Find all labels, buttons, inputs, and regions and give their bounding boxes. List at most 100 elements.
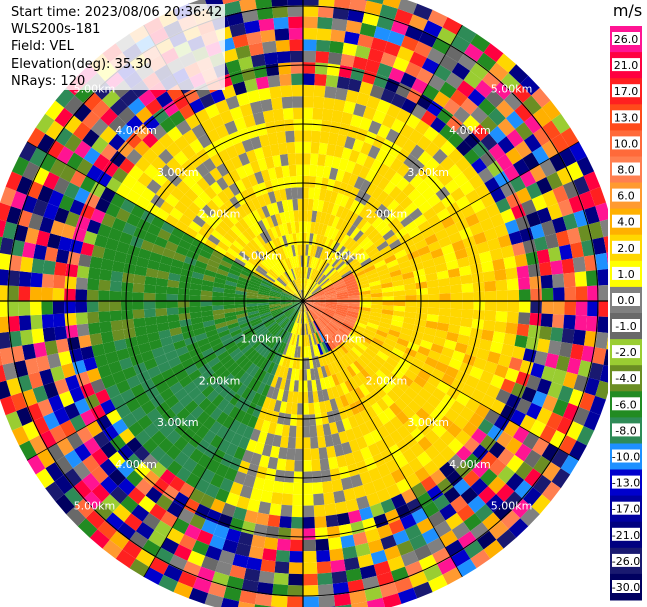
velocity-gate — [455, 461, 472, 479]
velocity-gate — [117, 106, 136, 124]
velocity-gate — [281, 304, 293, 310]
velocity-gate — [303, 27, 318, 40]
range-ring-label: 4.00km — [449, 124, 491, 137]
velocity-gate — [323, 285, 335, 292]
velocity-gate — [200, 305, 213, 312]
velocity-gate — [447, 324, 461, 335]
velocity-gate — [484, 301, 497, 312]
velocity-gate — [494, 321, 507, 333]
velocity-gate — [359, 409, 372, 423]
velocity-gate — [277, 276, 287, 286]
velocity-gate — [353, 485, 367, 499]
velocity-gate — [308, 322, 314, 334]
velocity-gate — [404, 61, 422, 78]
velocity-gate — [263, 318, 275, 326]
velocity-gate — [380, 313, 393, 320]
velocity-gate — [295, 292, 303, 301]
velocity-gate — [286, 367, 293, 380]
velocity-gate — [274, 280, 285, 289]
velocity-gate — [41, 314, 54, 329]
velocity-gate — [129, 353, 144, 367]
velocity-gate — [332, 582, 350, 596]
velocity-gate — [303, 482, 314, 495]
velocity-gate — [98, 290, 110, 301]
velocity-gate — [270, 308, 282, 314]
velocity-gate — [434, 262, 448, 273]
velocity-gate — [367, 48, 384, 63]
velocity-gate — [234, 297, 247, 301]
velocity-gate — [333, 333, 344, 344]
velocity-gate — [360, 221, 372, 234]
velocity-gate — [497, 136, 515, 154]
velocity-gate — [285, 246, 292, 258]
velocity-gate — [310, 436, 319, 449]
velocity-gate — [316, 39, 331, 52]
velocity-gate — [284, 286, 295, 295]
velocity-gate — [313, 320, 321, 332]
velocity-gate — [303, 289, 306, 301]
velocity-gate — [503, 256, 517, 269]
velocity-gate — [587, 301, 599, 317]
velocity-gate — [242, 215, 254, 228]
velocity-gate — [347, 78, 362, 93]
velocity-gate — [407, 188, 422, 202]
velocity-gate — [303, 448, 312, 461]
colorbar-tick-label: 26.0 — [614, 33, 639, 46]
velocity-gate — [285, 402, 293, 415]
velocity-gate — [295, 301, 303, 311]
velocity-gate — [155, 186, 171, 201]
velocity-gate — [83, 437, 101, 455]
velocity-gate — [191, 271, 205, 280]
velocity-gate — [325, 293, 337, 298]
velocity-gate — [63, 114, 82, 134]
velocity-gate — [212, 301, 224, 306]
velocity-gate — [285, 459, 295, 472]
velocity-gate — [280, 303, 292, 307]
velocity-gate — [53, 313, 66, 328]
velocity-gate — [303, 292, 311, 301]
velocity-gate — [327, 214, 336, 227]
velocity-gate — [214, 277, 227, 285]
velocity-gate — [588, 362, 604, 381]
velocity-gate — [278, 317, 288, 327]
velocity-gate — [181, 442, 196, 458]
velocity-gate — [264, 409, 274, 422]
velocity-gate — [274, 423, 284, 436]
velocity-gate — [440, 140, 456, 157]
velocity-gate — [146, 408, 162, 423]
velocity-gate — [251, 379, 262, 393]
velocity-gate — [550, 327, 564, 342]
velocity-gate — [303, 551, 317, 563]
velocity-gate — [340, 382, 350, 395]
velocity-gate — [406, 341, 420, 352]
velocity-gate — [304, 312, 308, 324]
velocity-gate — [280, 297, 292, 300]
velocity-gate — [457, 52, 477, 71]
velocity-gate — [396, 410, 410, 425]
velocity-gate — [155, 380, 170, 394]
velocity-gate — [367, 247, 380, 258]
velocity-gate — [504, 367, 520, 383]
velocity-gate — [300, 312, 303, 324]
velocity-gate — [423, 460, 440, 476]
velocity-gate — [188, 369, 202, 382]
velocity-gate — [348, 301, 360, 304]
velocity-gate — [473, 301, 486, 311]
velocity-gate — [174, 451, 190, 467]
velocity-gate — [98, 301, 110, 312]
velocity-gate — [261, 384, 271, 397]
velocity-gate — [134, 123, 151, 141]
velocity-gate — [234, 257, 246, 267]
velocity-gate — [303, 221, 308, 233]
velocity-gate — [143, 470, 160, 487]
velocity-gate — [86, 301, 99, 313]
velocity-gate — [385, 356, 399, 368]
velocity-gate — [159, 387, 175, 402]
velocity-gate — [336, 454, 348, 468]
velocity-gate — [33, 341, 47, 358]
velocity-gate — [298, 210, 303, 222]
velocity-gate — [326, 178, 336, 192]
velocity-gate — [324, 265, 334, 276]
velocity-gate — [257, 158, 268, 172]
velocity-gate — [319, 315, 330, 324]
